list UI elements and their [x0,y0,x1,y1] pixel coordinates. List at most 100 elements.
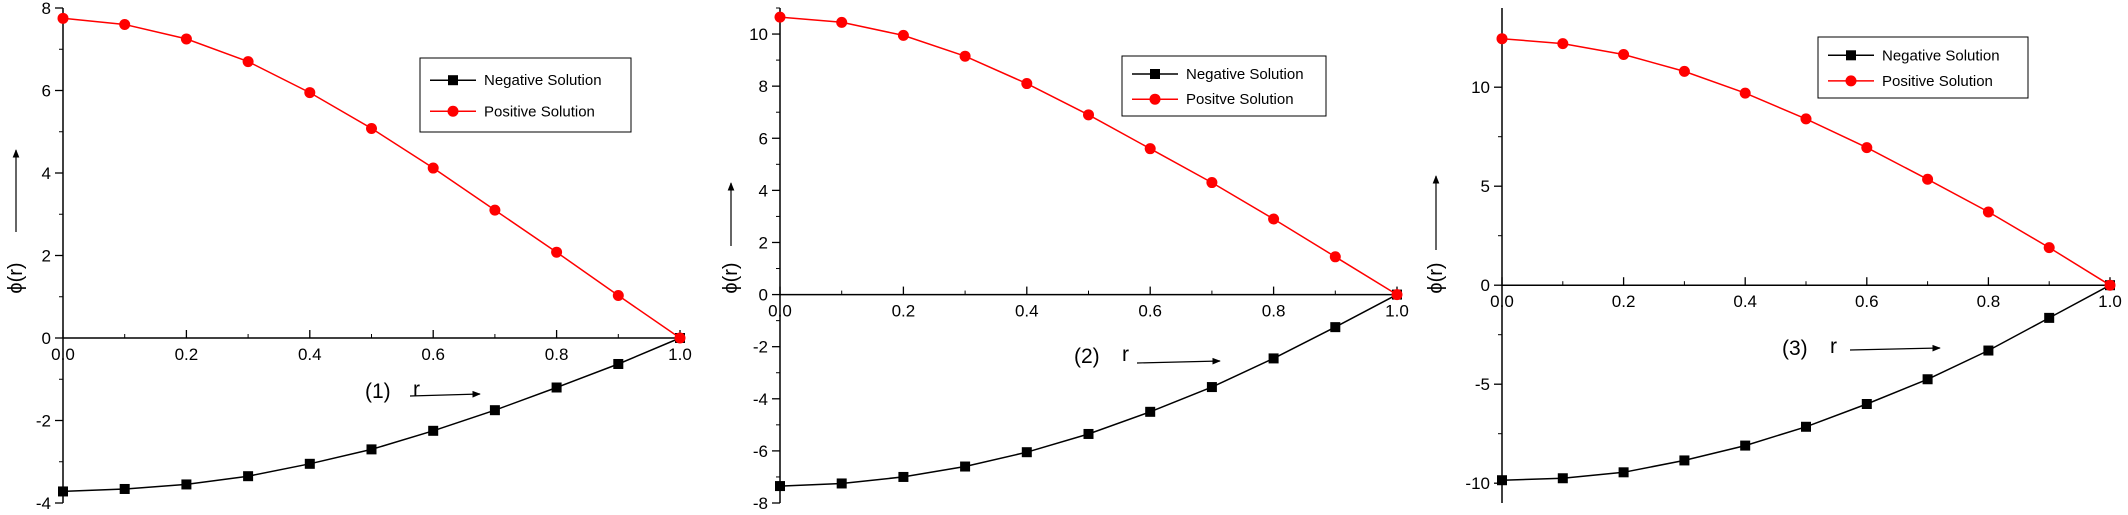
data-point-positive [897,29,909,41]
x-tick-label: 0.8 [1977,292,2001,311]
y-tick-label: -6 [753,442,768,461]
y-tick-label: 4 [42,164,51,183]
legend-marker-square [1846,50,1856,61]
y-tick-label: -10 [1465,474,1490,493]
data-point-negative [1801,421,1811,432]
data-point-negative [1618,467,1629,478]
data-point-negative [1679,455,1690,466]
data-point-negative [304,458,315,469]
data-point-positive [489,204,501,216]
data-point-positive [1329,251,1341,263]
x-tick-label: 0.6 [421,345,445,364]
x-axis-label: r [1122,343,1129,366]
y-tick-label: 4 [759,181,768,200]
data-point-positive [1739,87,1751,99]
data-point-negative [119,483,130,494]
x-direction-arrow [1849,344,1941,352]
legend-label: Positive Solution [1882,73,1993,90]
y-tick-label: -4 [753,390,768,409]
y-tick-label: 0 [1481,276,1490,295]
data-point-negative [960,461,971,472]
data-point-negative [1983,345,1994,356]
data-point-negative [366,444,377,455]
data-point-negative [2044,312,2055,323]
data-point-negative [1268,353,1279,364]
legend-label: Positve Solution [1186,91,1294,108]
y-tick-label: 10 [1471,78,1490,97]
x-tick-label: 0.2 [1612,292,1636,311]
y-tick-label: -5 [1475,375,1490,394]
legend-label: Negative Solution [1186,66,1304,83]
data-point-negative [1206,382,1217,393]
data-point-positive [1982,206,1994,218]
x-tick-label: 0.0 [768,302,792,321]
legend-box [1121,55,1327,117]
data-point-negative [181,479,192,490]
data-point-positive [1922,173,1934,185]
chart-panel-3: -10 -5 0 5 10 0.0 0.2 0.4 0.6 0.8 1.0 Negative Solu… [1425,8,2122,503]
data-point-negative [58,486,68,497]
legend-box [1817,36,2029,99]
data-point-positive [836,16,848,28]
y-tick-label: 2 [759,233,768,252]
data-point-negative [613,358,624,369]
data-point-negative [1740,440,1751,451]
data-point-positive [959,50,971,62]
data-point-negative [489,405,500,416]
y-tick-label: -4 [36,494,51,513]
data-point-positive [1678,65,1690,77]
data-point-positive [427,162,439,174]
data-point-positive [119,19,131,30]
panel-label: (1) [365,380,391,403]
x-tick-label: 0.4 [298,345,322,364]
y-axis-label: ϕ(r) [1425,262,1447,293]
data-point-negative [1145,406,1156,417]
x-tick-label: 0.2 [892,302,916,321]
legend-label: Negative Solution [1882,47,2000,64]
data-point-negative [1021,447,1032,458]
series-line-negative [1501,284,2111,481]
legend-marker-square [448,75,458,86]
x-tick-label: 1.0 [2098,292,2122,311]
data-point-positive [1206,177,1218,189]
y-tick-label: -2 [753,338,768,357]
data-point-positive [674,332,686,344]
panel-label: (3) [1782,337,1808,360]
data-point-positive [1861,142,1873,154]
y-tick-label: 0 [42,329,51,348]
x-axis-label: r [1830,335,1837,358]
data-point-negative [836,478,847,489]
data-point-positive [2043,242,2055,254]
legend-box [419,57,632,133]
y-axis-label: ϕ(r) [720,262,742,293]
chart-panel-2: -8 -6 -4 -2 0 2 4 6 8 10 0.0 0.2 0.4 0.6 0.8 1.0 Negativ… [720,7,1409,513]
data-point-positive [1144,143,1156,155]
data-point-positive [1496,33,1508,45]
y-tick-label: 6 [42,82,51,101]
data-point-positive [774,11,786,23]
data-point-positive [1557,38,1569,50]
y-tick-label: -8 [753,494,768,513]
data-point-negative [1497,475,1507,486]
x-direction-arrow [409,390,481,398]
x-axis-label: r [413,378,420,401]
y-tick-label: 10 [749,25,768,44]
x-tick-label: 0.8 [545,345,569,364]
y-tick-label: 2 [42,247,51,266]
legend-label: Positive Solution [484,103,595,120]
x-tick-label: 0.6 [1855,292,1879,311]
y-tick-label: 8 [759,77,768,96]
y-tick-label: 6 [759,129,768,148]
data-point-positive [1268,213,1280,225]
data-point-positive [1021,78,1033,90]
data-point-negative [1330,322,1341,333]
data-point-negative [243,471,254,482]
chart-panel-1: -4 -2 0 2 4 6 8 0.0 0.2 0.4 0.6 0.8 1.0 Negative Solu… [5,0,692,513]
data-point-negative [551,382,562,393]
legend-label: Negative Solution [484,72,602,89]
data-point-positive [2104,279,2116,291]
data-point-positive [1391,289,1403,301]
x-direction-arrow [1136,357,1221,365]
data-point-positive [1618,49,1630,61]
